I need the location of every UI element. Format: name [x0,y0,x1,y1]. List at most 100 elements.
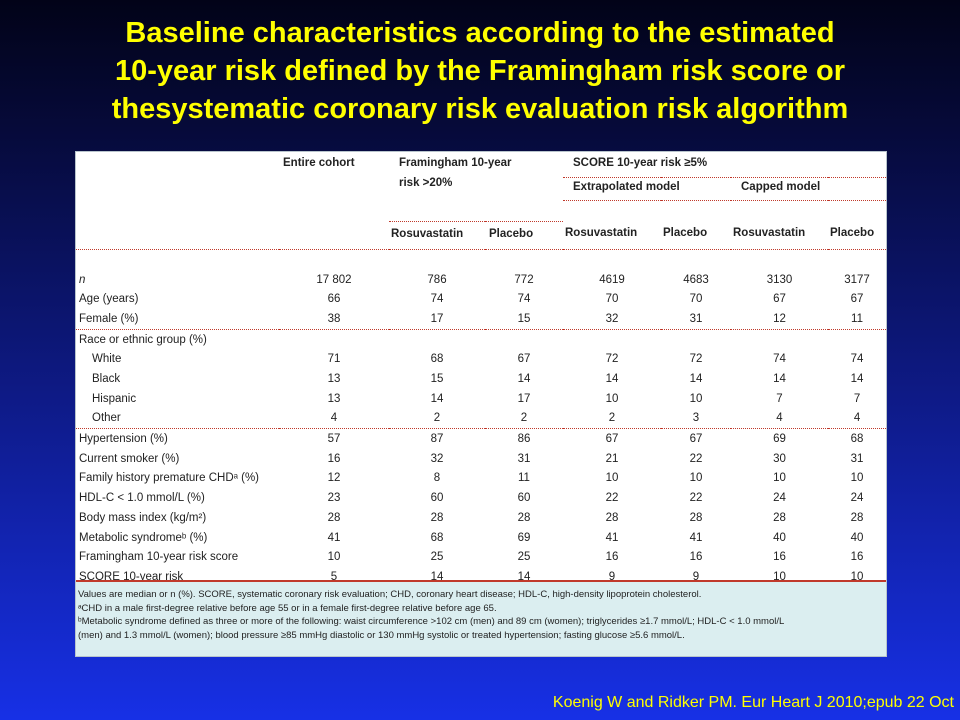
cell-value: 14 [430,392,444,405]
cell-value: 2 [563,408,661,430]
row-label: Family history premature CHDᵃ (%) [79,472,260,485]
cell-value: 28 [327,511,341,524]
header-extrapolated-model: Extrapolated model [563,177,731,202]
cell-value: 10 [773,570,786,583]
cell-value: 3130 [766,273,793,286]
cell-value: 17 [517,392,531,405]
cell-value: 68 [430,353,444,366]
cell-value: 4683 [683,273,709,286]
row-label: White [92,353,122,366]
baseline-table: Entire cohort Framingham 10-year SCORE 1… [76,152,886,587]
cell-value: 9 [608,570,616,583]
title-line-1: Baseline characteristics according to th… [125,17,835,49]
row-label: Metabolic syndromeᵇ (%) [79,531,208,544]
table-row: White 71 68 67 72 72 74 74 [76,350,886,370]
cell-value: 10 [689,472,703,485]
cell-value: 28 [430,511,444,524]
cell-value: 25 [517,551,531,564]
cell-value: 74 [430,293,444,306]
cell-value: 74 [517,293,531,306]
cell-value: 32 [563,309,661,330]
title-line-2: 10-year risk defined by the Framingham r… [114,55,846,87]
row-label: Body mass index (kg/m²) [79,511,207,524]
cell-value: 87 [430,433,444,446]
cell-value: 12 [731,309,828,330]
cell-value: 28 [605,511,619,524]
cell-value: 3177 [844,273,870,286]
cell-value: 25 [430,551,444,564]
cell-value: 67 [850,293,864,306]
cell-value: 10 [773,472,786,485]
cell-value: 13 [327,373,341,386]
cell-value: 41 [689,531,703,544]
cell-value: 14 [430,570,444,583]
header-extrap-placebo: Placebo [661,221,731,251]
table-row: Metabolic syndromeᵇ (%) 41 68 69 41 41 40 40 [76,528,886,548]
header-fram-placebo: Placebo [485,221,563,251]
cell-value: 68 [850,433,864,446]
cell-value: 14 [850,373,864,386]
cell-value: 772 [514,273,534,286]
table-row: Black 13 15 14 14 14 14 14 [76,369,886,389]
cell-value: 13 [327,392,341,405]
footnote-1: Values are median or n (%). SCORE, syste… [78,589,702,600]
cell-value: 14 [517,373,531,386]
cell-value: 72 [689,353,703,366]
cell-value: 24 [773,492,786,505]
cell-value: 16 [689,551,703,564]
table-row: Family history premature CHDᵃ (%) 12 8 11 10… [76,469,886,489]
header-score-group: SCORE 10-year risk ≥5% [563,152,886,178]
cell-value: 30 [773,452,786,465]
cell-value: 60 [430,492,444,505]
cell-value: 86 [517,433,531,446]
footnote-2: ᵃCHD in a male first-degree relative bef… [78,602,497,614]
cell-value: 72 [605,353,619,366]
cell-value: 67 [517,353,531,366]
cell-value: 28 [689,511,703,524]
cell-value: 15 [485,309,563,330]
cell-value: 67 [773,293,786,306]
header-capped-placebo: Placebo [828,221,886,251]
cell-value: 74 [773,353,786,366]
cell-value: 14 [689,373,703,386]
cell-value: 11 [828,309,886,330]
cell-value: 69 [517,531,531,544]
title-line-3: thesystematic coronary risk evaluation r… [111,93,849,125]
row-label: Hispanic [92,392,137,405]
cell-value [661,329,731,349]
cell-value: 15 [430,373,444,386]
cell-value: 60 [517,492,531,505]
row-label: Current smoker (%) [79,452,180,465]
citation: Koenig W and Ridker PM. Eur Heart J 2010… [552,694,954,711]
cell-value: 40 [850,531,864,544]
cell-value: 9 [692,570,700,583]
row-label: Race or ethnic group (%) [79,333,207,346]
table-row: HDL-C < 1.0 mmol/L (%) 23 60 60 22 22 24 24 [76,488,886,508]
table-row: Race or ethnic group (%) [76,329,886,349]
table-body: n 17 802 786 772 4619 4683 3130 3177 Age (years)… [76,270,886,587]
table-row: Framingham 10-year risk score 10 25 25 16 16 1… [76,547,886,567]
cell-value: 10 [327,551,341,564]
cell-value: 22 [605,492,619,505]
table-row: n 17 802 786 772 4619 4683 3130 3177 [76,270,886,290]
cell-value: 41 [605,531,619,544]
cell-value: 4 [279,408,389,430]
cell-value: 40 [773,531,786,544]
cell-value: 10 [850,472,864,485]
table-row: Hypertension (%) 57 87 86 67 67 69 68 [76,429,886,449]
table-row: Current smoker (%) 16 32 31 21 22 30 31 [76,449,886,469]
cell-value: 28 [850,511,864,524]
cell-value [279,329,389,349]
cell-value: 10 [605,392,619,405]
header-capped-model: Capped model [731,177,886,202]
cell-value: 71 [327,353,341,366]
row-label: Framingham 10-year risk score [79,551,239,564]
cell-value [731,329,828,349]
cell-value: 16 [850,551,864,564]
cell-value: 41 [327,531,341,544]
cell-value: 10 [605,472,619,485]
cell-value: 23 [327,492,341,505]
cell-value: 4 [731,408,828,430]
cell-value [389,329,485,349]
row-label: n [79,273,86,286]
